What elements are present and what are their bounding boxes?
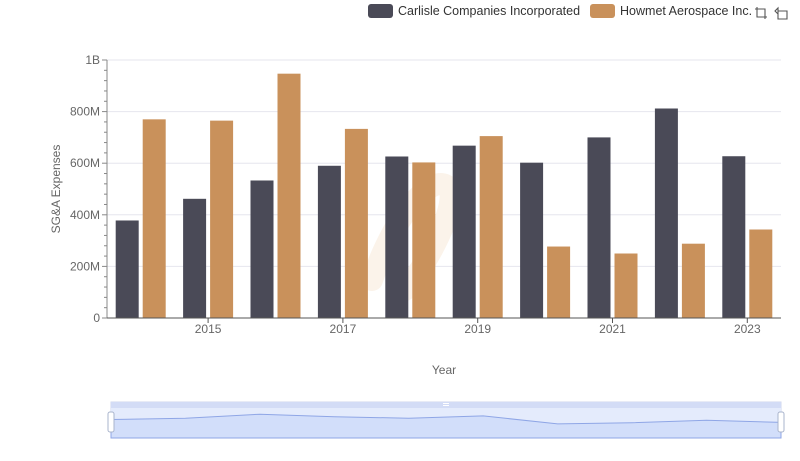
y-tick-label: 600M <box>70 156 100 170</box>
bars <box>115 73 773 319</box>
slider-preview-area <box>110 413 782 439</box>
x-tick-label: 2017 <box>330 322 357 336</box>
bar-howmet-2016[interactable] <box>277 73 301 318</box>
legend-item-carlisle[interactable]: Carlisle Companies Incorporated <box>368 4 580 18</box>
bar-howmet-2019[interactable] <box>479 136 503 318</box>
y-tick-label: 800M <box>70 105 100 119</box>
y-tick-label: 400M <box>70 208 100 222</box>
slider-handle-left[interactable] <box>107 411 115 433</box>
x-tick-label: 2023 <box>734 322 761 336</box>
toolbox <box>748 6 788 20</box>
legend-label-howmet: Howmet Aerospace Inc. <box>620 4 753 18</box>
x-tick-label: 2019 <box>464 322 491 336</box>
legend-label-carlisle: Carlisle Companies Incorporated <box>398 4 581 18</box>
legend-swatch-carlisle <box>368 4 393 18</box>
x-tick-label: 2021 <box>599 322 626 336</box>
y-tick-label: 0 <box>93 311 100 325</box>
data-zoom-slider[interactable] <box>107 401 785 439</box>
y-tick-label: 200M <box>70 259 100 273</box>
y-axis-label: SG&A Expenses <box>49 145 63 234</box>
restore-icon[interactable] <box>774 6 788 20</box>
zoom-icon[interactable] <box>754 6 768 20</box>
legend-item-howmet[interactable]: Howmet Aerospace Inc. <box>590 4 752 18</box>
watermark <box>361 173 462 301</box>
bar-howmet-2017[interactable] <box>344 128 368 318</box>
bar-carlisle-2018[interactable] <box>385 156 409 318</box>
bar-carlisle-2022[interactable] <box>654 108 678 318</box>
bar-howmet-2023[interactable] <box>749 229 773 318</box>
bar-carlisle-2016[interactable] <box>250 180 274 318</box>
axes: 0 200M 400M 600M 800M 1B 2015 2017 2019 2021 2023 <box>70 53 781 336</box>
bar-carlisle-2019[interactable] <box>452 145 476 318</box>
bar-carlisle-2023[interactable] <box>722 156 746 318</box>
bar-howmet-2018[interactable] <box>412 162 436 318</box>
slider-grip-icon[interactable] <box>443 403 449 406</box>
y-tick-label: 1B <box>85 53 100 67</box>
legend: Carlisle Companies Incorporated Howmet A… <box>368 4 762 18</box>
bar-carlisle-2021[interactable] <box>587 137 611 318</box>
bar-carlisle-2017[interactable] <box>317 165 341 318</box>
x-axis-label: Year <box>432 363 456 377</box>
slider-handle-right[interactable] <box>777 411 785 433</box>
legend-swatch-howmet <box>590 4 616 18</box>
bar-carlisle-2014[interactable] <box>115 220 139 318</box>
bar-howmet-2020[interactable] <box>547 246 571 318</box>
bar-howmet-2022[interactable] <box>681 243 705 318</box>
bar-carlisle-2015[interactable] <box>183 198 207 318</box>
bar-howmet-2015[interactable] <box>210 120 234 318</box>
x-tick-label: 2015 <box>195 322 222 336</box>
bar-carlisle-2020[interactable] <box>520 162 544 318</box>
bar-howmet-2021[interactable] <box>614 253 638 319</box>
bar-howmet-2014[interactable] <box>142 119 166 318</box>
